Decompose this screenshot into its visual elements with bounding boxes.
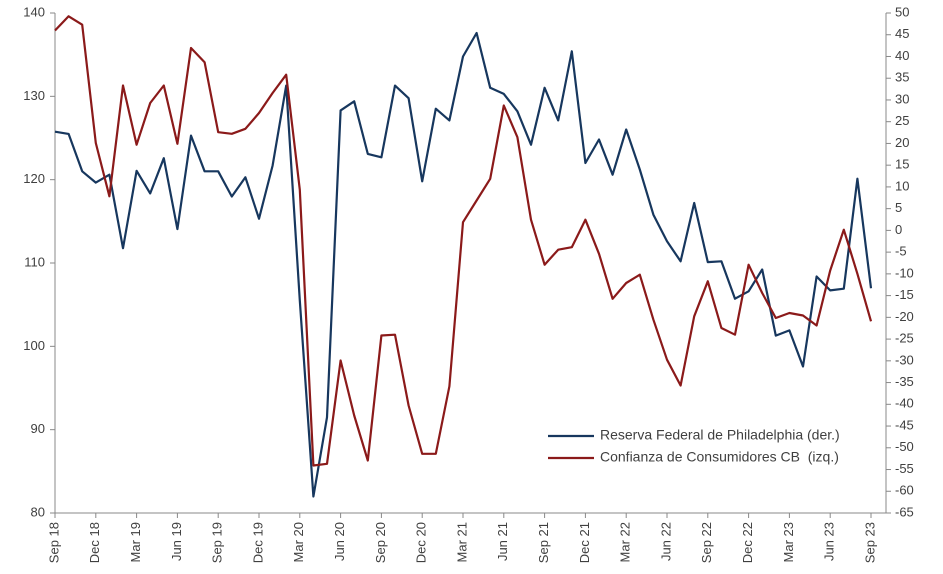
- x-tick-label: Jun 22: [658, 522, 673, 561]
- y2-tick-label: 30: [895, 91, 909, 106]
- x-tick-label: Dec 22: [740, 522, 755, 563]
- x-tick-label: Sep 23: [862, 522, 877, 563]
- y2-tick-label: -60: [895, 483, 914, 498]
- y-tick-label: 90: [31, 421, 45, 436]
- x-tick-label: Mar 23: [781, 522, 796, 562]
- y2-tick-label: -25: [895, 331, 914, 346]
- x-tick-label: Dec 21: [577, 522, 592, 563]
- x-tick-label: Mar 21: [454, 522, 469, 562]
- x-tick-label: Jun 23: [822, 522, 837, 561]
- x-tick-label: Dec 20: [414, 522, 429, 563]
- x-tick-label: Sep 18: [46, 522, 61, 563]
- x-tick-label: Sep 19: [210, 522, 225, 563]
- x-tick-label: Dec 18: [87, 522, 102, 563]
- y2-tick-label: 45: [895, 26, 909, 41]
- y2-tick-label: -40: [895, 396, 914, 411]
- y-tick-label: 80: [31, 504, 45, 519]
- y-tick-label: 140: [23, 4, 45, 19]
- x-tick-label: Sep 21: [536, 522, 551, 563]
- x-tick-label: Jun 21: [495, 522, 510, 561]
- x-tick-label: Mar 22: [618, 522, 633, 562]
- y2-tick-label: -65: [895, 504, 914, 519]
- y-tick-label: 120: [23, 171, 45, 186]
- y-tick-label: 110: [24, 254, 45, 269]
- x-tick-label: Sep 20: [373, 522, 388, 563]
- series-line: [54, 31, 873, 498]
- legend-label: Reserva Federal de Philadelphia (der.): [600, 427, 840, 443]
- y-tick-label: 100: [23, 338, 45, 353]
- series-line: [54, 15, 873, 467]
- y2-tick-label: 5: [895, 200, 902, 215]
- y2-tick-label: 0: [895, 222, 902, 237]
- x-tick-label: Jun 20: [332, 522, 347, 561]
- x-tick-label: Jun 19: [169, 522, 184, 561]
- y2-tick-label: -5: [895, 244, 907, 259]
- y2-tick-label: 15: [895, 157, 909, 172]
- y2-tick-label: -50: [895, 439, 914, 454]
- y2-tick-label: 20: [895, 135, 909, 150]
- y2-tick-label: -20: [895, 309, 914, 324]
- x-tick-label: Dec 19: [250, 522, 265, 563]
- y2-tick-label: -45: [895, 417, 914, 432]
- y2-tick-label: -10: [895, 265, 914, 280]
- y2-tick-label: 25: [895, 113, 909, 128]
- y2-tick-label: 10: [895, 178, 909, 193]
- legend-label: Confianza de Consumidores CB (izq.): [600, 449, 839, 465]
- y2-tick-label: -55: [895, 461, 914, 476]
- y-tick-label: 130: [23, 88, 45, 103]
- x-tick-label: Sep 22: [699, 522, 714, 563]
- y2-tick-label: 35: [895, 70, 909, 85]
- y2-tick-label: 40: [895, 48, 909, 63]
- y2-tick-label: -15: [895, 287, 914, 302]
- x-tick-label: Mar 20: [291, 522, 306, 562]
- y2-tick-label: -35: [895, 374, 914, 389]
- y2-tick-label: -30: [895, 352, 914, 367]
- y2-tick-label: 50: [895, 4, 909, 19]
- x-tick-label: Mar 19: [128, 522, 143, 562]
